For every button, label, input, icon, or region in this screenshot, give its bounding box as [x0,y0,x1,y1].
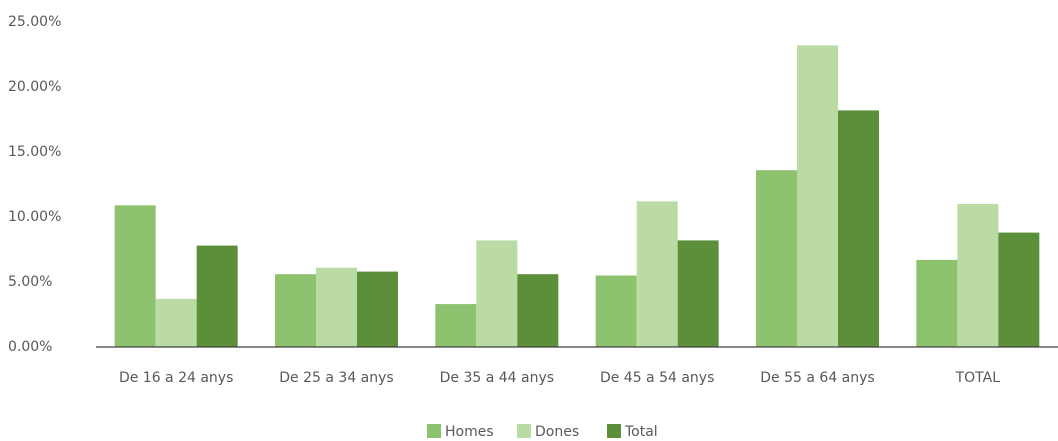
bar [435,304,477,347]
bar [797,45,838,348]
legend-label: Total [624,424,658,440]
bar [838,110,879,348]
x-tick-label: De 35 a 44 anys [440,370,554,386]
y-tick-label: 20.00% [8,79,61,95]
bar [155,298,197,347]
bar [275,274,316,347]
y-tick-label: 25.00% [8,14,61,30]
bar [636,201,678,347]
x-tick-label: De 25 a 34 anys [279,370,393,386]
legend-label: Homes [445,424,494,440]
bar [476,240,518,347]
bar [916,259,958,347]
bar [114,205,156,347]
bar [517,274,559,347]
bar [357,271,398,347]
bar [957,204,999,347]
x-tick-label: De 16 a 24 anys [119,370,233,386]
y-tick-label: 10.00% [8,209,61,225]
legend-swatch [607,424,621,438]
y-tick-label: 15.00% [8,144,61,160]
x-tick-label: TOTAL [955,370,1001,386]
bar [595,275,637,347]
y-tick-label: 0.00% [8,339,52,355]
legend-swatch [427,424,441,438]
bar [196,245,238,347]
x-tick-label: De 45 a 54 anys [600,370,714,386]
legend-swatch [517,424,531,438]
x-tick-label: De 55 a 64 anys [760,370,874,386]
legend-label: Dones [535,424,579,440]
bar [756,170,797,347]
bar [998,232,1040,347]
y-tick-label: 5.00% [8,274,52,290]
bar [316,267,357,347]
bar [677,240,719,347]
